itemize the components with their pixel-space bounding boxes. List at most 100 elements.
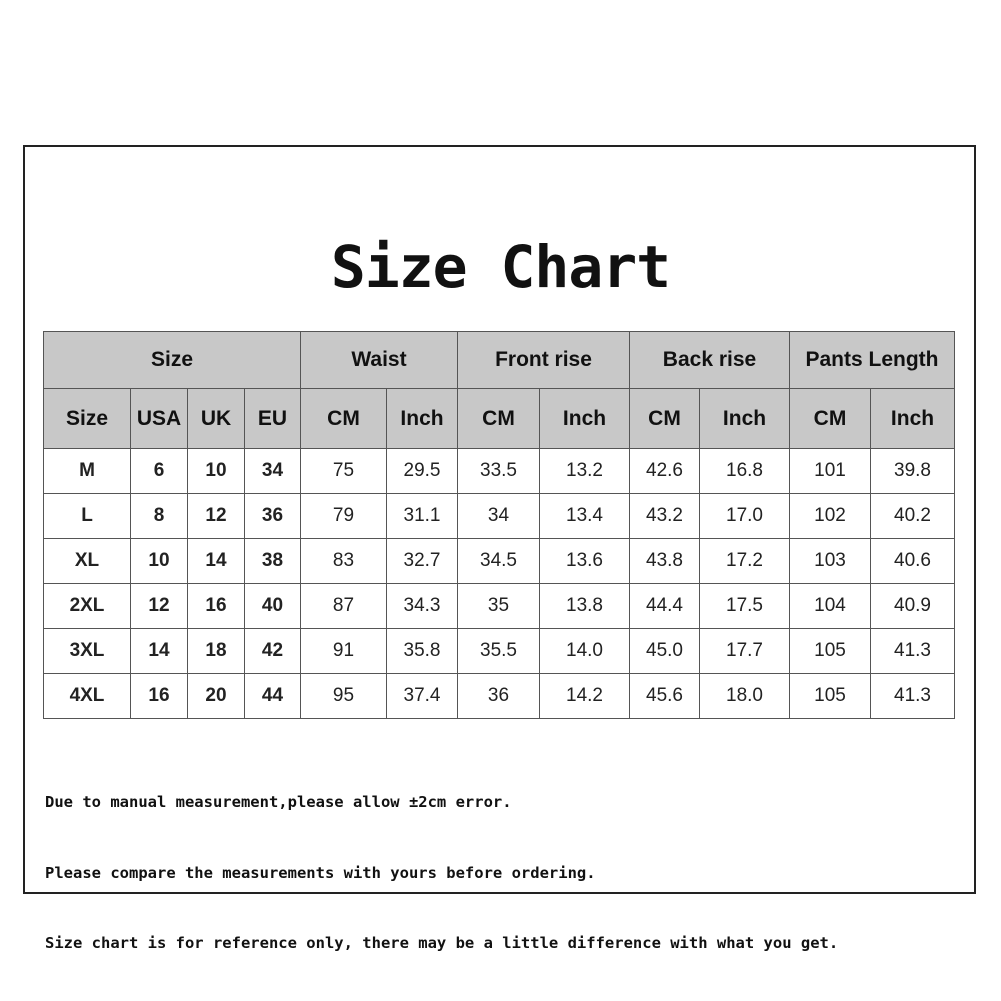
- group-header: Size: [43, 331, 301, 389]
- table-cell: 14: [130, 628, 188, 674]
- column-header: UK: [187, 388, 245, 449]
- table-cell: 34: [244, 448, 301, 494]
- table-cell: 34: [457, 493, 540, 539]
- column-header: CM: [457, 388, 540, 449]
- table-cell: 17.5: [699, 583, 790, 629]
- table-cell: 35.8: [386, 628, 458, 674]
- table-cell: 2XL: [43, 583, 131, 629]
- table-cell: 29.5: [386, 448, 458, 494]
- table-cell: 44: [244, 673, 301, 719]
- table-cell: 14.0: [539, 628, 630, 674]
- table-cell: 12: [187, 493, 245, 539]
- table-cell: 43.8: [629, 538, 700, 584]
- table-cell: 14: [187, 538, 245, 584]
- table-cell: 17.7: [699, 628, 790, 674]
- page-title: Size Chart: [330, 233, 671, 301]
- table-cell: 13.2: [539, 448, 630, 494]
- table-cell: L: [43, 493, 131, 539]
- table-cell: 40: [244, 583, 301, 629]
- table-cell: 10: [130, 538, 188, 584]
- group-header: Back rise: [629, 331, 790, 389]
- table-cell: 42: [244, 628, 301, 674]
- table-cell: 3XL: [43, 628, 131, 674]
- table-row: 2XL 12 16 40 87 34.3 35 13.8 44.4 17.5 104 40.9: [43, 583, 955, 629]
- table-cell: 41.3: [870, 628, 955, 674]
- table-cell: 40.2: [870, 493, 955, 539]
- note-line: Size chart is for reference only, there …: [45, 934, 839, 952]
- table-cell: 32.7: [386, 538, 458, 584]
- table-cell: 8: [130, 493, 188, 539]
- column-header: EU: [244, 388, 301, 449]
- table-cell: 40.9: [870, 583, 955, 629]
- table-cell: 18: [187, 628, 245, 674]
- table-cell: M: [43, 448, 131, 494]
- column-header: Size: [43, 388, 131, 449]
- table-cell: XL: [43, 538, 131, 584]
- column-header: Inch: [539, 388, 630, 449]
- table-cell: 75: [300, 448, 387, 494]
- table-cell: 103: [789, 538, 871, 584]
- column-header: CM: [629, 388, 700, 449]
- table-cell: 13.8: [539, 583, 630, 629]
- table-cell: 6: [130, 448, 188, 494]
- table-cell: 83: [300, 538, 387, 584]
- table-cell: 105: [789, 628, 871, 674]
- table-cell: 45.0: [629, 628, 700, 674]
- note-line: Please compare the measurements with you…: [45, 863, 596, 882]
- group-header: Front rise: [457, 331, 630, 389]
- column-header: Inch: [699, 388, 790, 449]
- table-cell: 33.5: [457, 448, 540, 494]
- table-cell: 102: [789, 493, 871, 539]
- table-cell: 20: [187, 673, 245, 719]
- table-cell: 17.0: [699, 493, 790, 539]
- table-cell: 4XL: [43, 673, 131, 719]
- table-cell: 105: [789, 673, 871, 719]
- size-table: Size Waist Front rise Back rise Pants Length…: [43, 331, 955, 719]
- table-cell: 45.6: [629, 673, 700, 719]
- table-row: L 8 12 36 79 31.1 34 13.4 43.2 17.0 102 40.2: [43, 493, 955, 539]
- table-cell: 17.2: [699, 538, 790, 584]
- table-cell: 87: [300, 583, 387, 629]
- table-cell: 44.4: [629, 583, 700, 629]
- table-row: 4XL 16 20 44 95 37.4 36 14.2 45.6 18.0 105 41.3: [43, 673, 955, 719]
- group-header: Waist: [300, 331, 458, 389]
- table-cell: 91: [300, 628, 387, 674]
- table-cell: 13.6: [539, 538, 630, 584]
- table-cell: 36: [457, 673, 540, 719]
- column-header: Inch: [386, 388, 458, 449]
- table-cell: 37.4: [386, 673, 458, 719]
- column-header: USA: [130, 388, 188, 449]
- table-cell: 104: [789, 583, 871, 629]
- table-cell: 35.5: [457, 628, 540, 674]
- table-row: 3XL 14 18 42 91 35.8 35.5 14.0 45.0 17.7 105 41.3: [43, 628, 955, 674]
- table-cell: 16.8: [699, 448, 790, 494]
- table-cell: 14.2: [539, 673, 630, 719]
- column-header: CM: [300, 388, 387, 449]
- table-cell: 41.3: [870, 673, 955, 719]
- table-cell: 101: [789, 448, 871, 494]
- table-cell: 18.0: [699, 673, 790, 719]
- chart-frame: [23, 145, 976, 894]
- table-cell: 10: [187, 448, 245, 494]
- table-cell: 12: [130, 583, 188, 629]
- table-cell: 36: [244, 493, 301, 539]
- table-cell: 35: [457, 583, 540, 629]
- sub-header-row: Size USA UK EU CM Inch CM Inch CM Inch CM Inch: [43, 388, 955, 449]
- column-header: Inch: [870, 388, 955, 449]
- table-cell: 31.1: [386, 493, 458, 539]
- table-row: XL 10 14 38 83 32.7 34.5 13.6 43.8 17.2 103 40.6: [43, 538, 955, 584]
- note-line: Due to manual measurement,please allow ±…: [45, 793, 512, 811]
- table-cell: 95: [300, 673, 387, 719]
- column-header: CM: [789, 388, 871, 449]
- table-cell: 16: [187, 583, 245, 629]
- table-cell: 38: [244, 538, 301, 584]
- table-cell: 16: [130, 673, 188, 719]
- table-cell: 79: [300, 493, 387, 539]
- table-cell: 39.8: [870, 448, 955, 494]
- group-header-row: Size Waist Front rise Back rise Pants Length: [43, 331, 955, 389]
- table-cell: 43.2: [629, 493, 700, 539]
- table-cell: 34.3: [386, 583, 458, 629]
- table-cell: 40.6: [870, 538, 955, 584]
- notes: Due to manual measurement,please allow ±…: [45, 744, 838, 979]
- table-cell: 42.6: [629, 448, 700, 494]
